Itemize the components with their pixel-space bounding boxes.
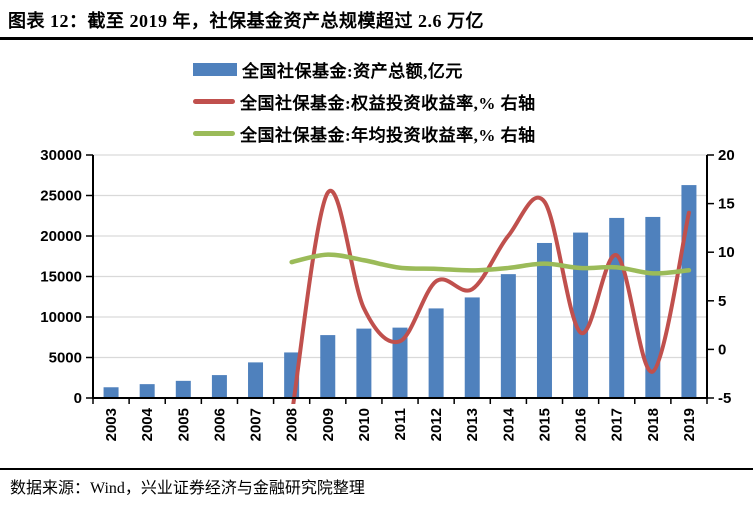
left-axis-tick-label: 10000 <box>40 309 82 326</box>
legend-label-equity-return: 全国社保基金:权益投资收益率,% 右轴 <box>240 93 536 113</box>
right-axis-tick-label: 5 <box>718 293 726 310</box>
bar-2003 <box>103 387 119 398</box>
bar-2010 <box>356 328 372 398</box>
legend-red-line-swatch-icon <box>193 98 235 104</box>
x-axis-tick-label: 2015 <box>536 408 553 441</box>
equity-return-line <box>291 188 691 404</box>
bar-2006 <box>211 375 227 398</box>
bar-2015 <box>536 242 552 398</box>
x-axis-tick-label: 2017 <box>609 408 626 441</box>
left-axis-tick-label: 15000 <box>40 269 82 286</box>
x-axis-tick-label: 2009 <box>320 408 337 441</box>
legend-green-line-swatch-icon <box>193 130 235 136</box>
bar-2007 <box>248 362 264 398</box>
left-axis-tick-label: 25000 <box>40 188 82 205</box>
legend-item-assets: 全国社保基金:资产总额,亿元 <box>193 53 536 85</box>
legend-item-equity-return: 全国社保基金:权益投资收益率,% 右轴 <box>193 85 536 117</box>
bar-2012 <box>428 308 444 398</box>
x-axis-tick-label: 2003 <box>103 408 120 441</box>
x-axis-tick-label: 2006 <box>211 408 228 441</box>
right-axis-tick-label: 10 <box>718 244 735 261</box>
x-axis-tick-label: 2014 <box>500 407 517 441</box>
bar-2005 <box>175 380 191 398</box>
x-axis-tick-label: 2016 <box>573 408 590 441</box>
x-axis-tick-label: 2008 <box>284 408 301 441</box>
chart-legend: 全国社保基金:资产总额,亿元 全国社保基金:权益投资收益率,% 右轴 全国社保基… <box>193 53 536 149</box>
legend-bar-swatch-icon <box>193 62 237 76</box>
legend-label-avg-return: 全国社保基金:年均投资收益率,% 右轴 <box>240 125 536 145</box>
x-axis-tick-label: 2005 <box>175 408 192 441</box>
figure-title: 图表 12：截至 2019 年，社保基金资产总规模超过 2.6 万亿 <box>8 11 484 31</box>
legend-item-avg-return: 全国社保基金:年均投资收益率,% 右轴 <box>193 117 536 149</box>
x-axis-tick-label: 2013 <box>464 408 481 441</box>
bar-2004 <box>139 384 155 398</box>
x-axis-tick-label: 2019 <box>681 408 698 441</box>
title-divider <box>0 37 753 40</box>
bar-2014 <box>500 274 516 398</box>
data-source: 数据来源：Wind，兴业证券经济与金融研究院整理 <box>10 480 365 497</box>
x-axis-tick-label: 2018 <box>645 408 662 441</box>
left-axis-tick-label: 30000 <box>40 147 82 164</box>
legend-label-assets: 全国社保基金:资产总额,亿元 <box>242 61 463 81</box>
right-axis-tick-label: -5 <box>718 390 731 407</box>
bar-2011 <box>392 327 408 398</box>
right-axis-tick-label: 20 <box>718 147 735 164</box>
right-axis-tick-label: 15 <box>718 196 735 213</box>
bar-2016 <box>573 232 589 398</box>
left-axis-tick-label: 20000 <box>40 228 82 245</box>
left-axis-tick-label: 0 <box>74 390 82 407</box>
bar-2013 <box>464 297 480 398</box>
footer-divider <box>0 468 753 470</box>
x-axis-tick-label: 2012 <box>428 408 445 441</box>
x-axis-tick-label: 2010 <box>356 408 373 441</box>
bar-2017 <box>609 217 625 398</box>
left-axis-tick-label: 5000 <box>49 350 82 367</box>
x-axis-tick-label: 2004 <box>139 407 156 441</box>
right-axis-tick-label: 0 <box>718 341 726 358</box>
x-axis-tick-label: 2007 <box>248 408 265 441</box>
bar-2018 <box>645 216 661 398</box>
bar-2009 <box>320 335 336 398</box>
avg-return-line <box>289 252 692 276</box>
x-axis-tick-label: 2011 <box>392 408 409 441</box>
